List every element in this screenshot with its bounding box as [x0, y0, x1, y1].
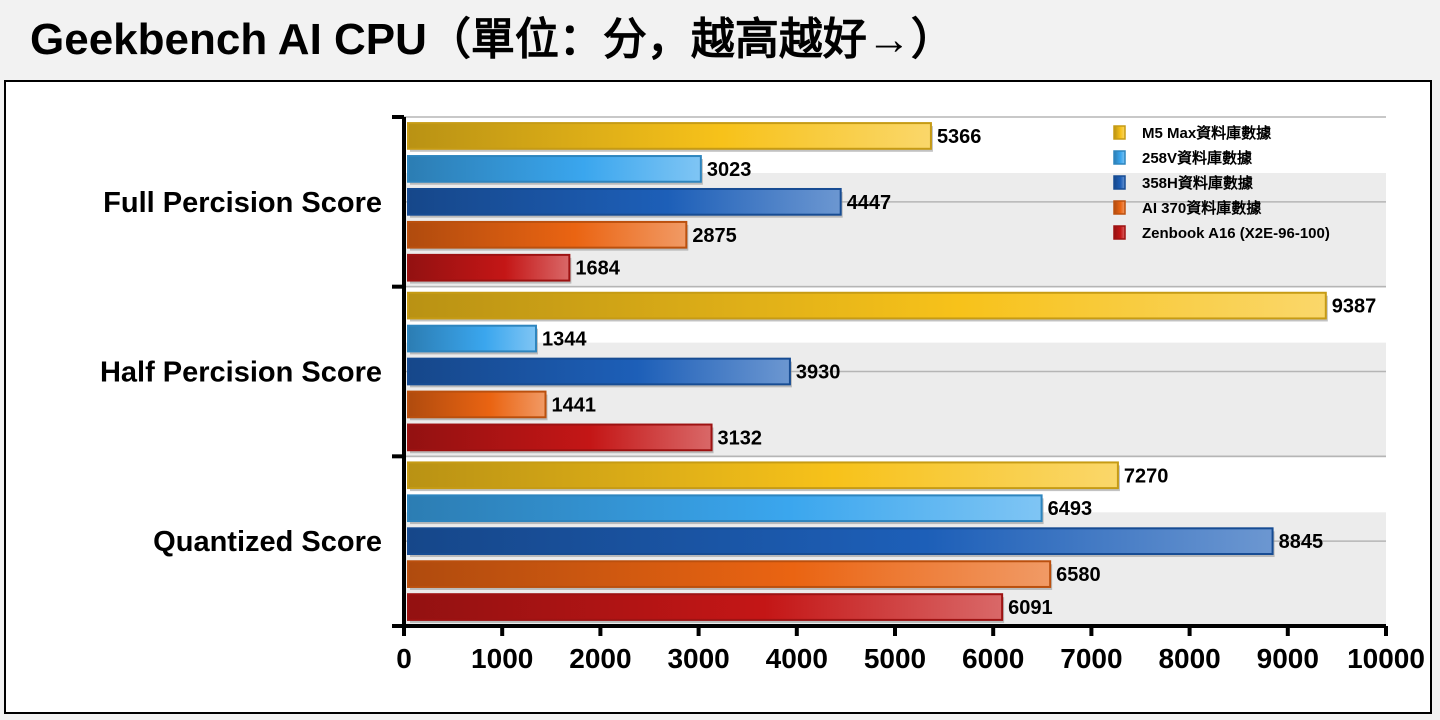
bar[interactable] — [407, 593, 1004, 621]
data-label: 1344 — [542, 329, 587, 351]
data-label: 3930 — [796, 362, 841, 384]
data-label: 6493 — [1048, 498, 1093, 520]
bar[interactable] — [407, 494, 1043, 523]
legend-swatch — [1113, 150, 1126, 165]
data-label: 5366 — [937, 126, 982, 148]
bar-chart: 0 1000 2000 3000 4000 5000 6000 7000 8000 9000 100… — [100, 115, 1425, 674]
legend-swatch — [1113, 125, 1126, 140]
x-tick-label: 3000 — [667, 643, 729, 674]
legend-item-label: M5 Max資料庫數據 — [1142, 124, 1272, 142]
bar[interactable] — [407, 461, 1119, 490]
category-label: Half Percision Score — [100, 357, 382, 389]
data-label: 1684 — [575, 258, 620, 280]
x-tick-label: 1000 — [471, 643, 533, 674]
category-label: Full Percision Score — [103, 187, 382, 219]
data-label: 9387 — [1332, 296, 1377, 318]
x-tick-label: 9000 — [1257, 643, 1319, 674]
bar[interactable] — [407, 155, 702, 183]
legend-swatch — [1113, 175, 1126, 190]
data-label: 7270 — [1124, 465, 1169, 487]
chart-frame: 0 1000 2000 3000 4000 5000 6000 7000 8000 9000 100… — [4, 80, 1432, 714]
data-label: 2875 — [692, 225, 737, 247]
x-tick-label: 10000 — [1347, 643, 1425, 674]
bar[interactable] — [407, 324, 537, 353]
legend-swatch — [1113, 200, 1126, 215]
bar[interactable] — [407, 122, 932, 150]
data-label: 6580 — [1056, 564, 1101, 586]
x-tick-label: 8000 — [1158, 643, 1220, 674]
x-tick-label: 7000 — [1060, 643, 1122, 674]
x-tick-label: 5000 — [864, 643, 926, 674]
bar[interactable] — [407, 253, 571, 282]
bar[interactable] — [407, 357, 791, 386]
legend-item-label: AI 370資料庫數據 — [1142, 199, 1262, 217]
x-tick-label: 4000 — [766, 643, 828, 674]
bar[interactable] — [407, 423, 713, 452]
x-tick-label: 0 — [396, 643, 412, 674]
chart-title: Geekbench AI CPU（單位：分，越高越好→） — [30, 15, 955, 64]
x-tick-label: 2000 — [569, 643, 631, 674]
bar[interactable] — [407, 390, 547, 419]
legend-item-label: 358H資料庫數據 — [1142, 174, 1254, 192]
bar[interactable] — [407, 220, 688, 249]
legend-swatch — [1113, 225, 1126, 240]
legend-item-label: 258V資料庫數據 — [1142, 149, 1253, 167]
bar[interactable] — [407, 291, 1327, 320]
data-label: 8845 — [1279, 531, 1324, 553]
bar[interactable] — [407, 187, 842, 216]
data-label: 3132 — [718, 427, 763, 449]
x-tick-label: 6000 — [962, 643, 1024, 674]
data-label: 1441 — [552, 394, 597, 416]
data-label: 3023 — [707, 159, 752, 181]
bar[interactable] — [407, 527, 1274, 556]
data-label: 6091 — [1008, 597, 1053, 619]
bar[interactable] — [407, 560, 1052, 588]
legend-item-label: Zenbook A16 (X2E-96-100) — [1142, 225, 1330, 242]
category-label: Quantized Score — [153, 526, 382, 558]
data-label: 4447 — [847, 192, 892, 214]
